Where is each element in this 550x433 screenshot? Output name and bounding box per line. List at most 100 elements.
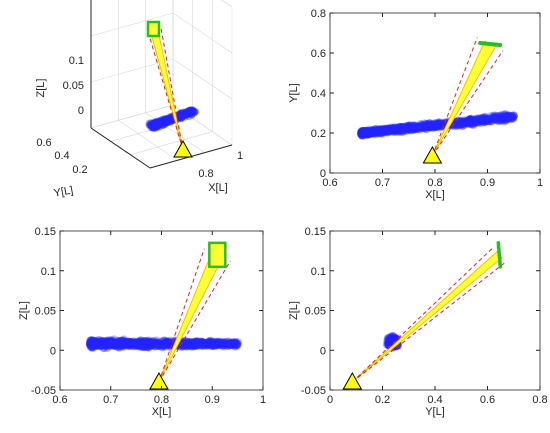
data-point xyxy=(124,339,134,348)
data-point xyxy=(163,118,172,126)
data-point xyxy=(190,339,200,349)
data-point xyxy=(119,338,129,348)
data-point xyxy=(161,116,169,125)
data-point xyxy=(188,108,196,116)
data-point xyxy=(180,111,188,119)
data-point xyxy=(499,114,509,124)
data-point xyxy=(157,120,165,128)
data-point xyxy=(457,117,467,127)
data-point xyxy=(413,122,423,132)
ray-line xyxy=(158,260,231,383)
data-point xyxy=(500,110,510,120)
data-point xyxy=(96,337,106,347)
data-point xyxy=(153,338,163,348)
data-point xyxy=(401,122,411,132)
data-point xyxy=(495,113,505,123)
data-point xyxy=(111,340,120,349)
data-point xyxy=(159,341,169,350)
data-point xyxy=(150,122,158,131)
data-point xyxy=(229,339,239,349)
data-point xyxy=(423,121,433,131)
data-point xyxy=(470,117,479,127)
data-point xyxy=(120,340,130,350)
data-point xyxy=(157,342,167,352)
data-point xyxy=(133,338,143,348)
data-point xyxy=(149,120,157,129)
data-point xyxy=(395,125,405,135)
data-point xyxy=(114,337,124,346)
data-point xyxy=(92,339,101,349)
data-point xyxy=(205,337,215,347)
data-point xyxy=(216,340,225,349)
data-point xyxy=(466,117,476,126)
data-point xyxy=(109,335,119,345)
data-point xyxy=(165,115,173,123)
ray-line xyxy=(352,261,506,383)
data-point xyxy=(435,119,445,129)
data-point xyxy=(374,125,383,135)
data-point xyxy=(159,340,168,350)
data-point xyxy=(486,111,496,121)
data-point xyxy=(141,337,150,347)
data-point xyxy=(401,124,411,133)
data-point xyxy=(163,119,172,127)
data-point xyxy=(390,125,400,135)
data-point xyxy=(92,338,102,348)
z-tick-label: 0.1 xyxy=(69,55,84,67)
data-point xyxy=(390,334,399,343)
data-point xyxy=(166,117,174,125)
data-point xyxy=(108,336,118,346)
data-point xyxy=(463,117,472,126)
data-point xyxy=(106,338,116,348)
data-point xyxy=(178,112,186,120)
data-point xyxy=(405,124,415,134)
data-point xyxy=(387,337,397,346)
y-tick-label: 0.8 xyxy=(311,8,326,20)
data-point xyxy=(400,122,410,132)
data-point xyxy=(379,125,388,135)
data-point xyxy=(370,127,380,136)
data-point xyxy=(189,340,199,349)
data-point xyxy=(368,126,378,136)
data-point xyxy=(418,122,428,132)
data-point xyxy=(375,126,385,136)
data-point xyxy=(404,123,414,132)
data-point xyxy=(110,338,120,348)
x-tick-label: 0.8 xyxy=(427,177,442,189)
data-point xyxy=(92,340,102,350)
data-point xyxy=(415,122,424,132)
data-point xyxy=(154,118,162,127)
data-point xyxy=(164,116,172,125)
data-point xyxy=(164,116,172,124)
data-point xyxy=(160,336,170,346)
data-point xyxy=(113,336,123,346)
data-point xyxy=(128,338,137,348)
data-point xyxy=(474,117,483,127)
data-point xyxy=(90,341,100,351)
data-point xyxy=(105,341,115,350)
data-point xyxy=(203,338,213,348)
data-point xyxy=(404,122,413,132)
data-point xyxy=(462,118,472,128)
data-point xyxy=(486,116,496,126)
data-point xyxy=(382,126,392,136)
data-point xyxy=(207,338,217,347)
data-point xyxy=(409,121,419,131)
data-point xyxy=(409,123,419,133)
data-point xyxy=(125,339,134,348)
data-point xyxy=(90,337,100,347)
data-point xyxy=(186,340,196,349)
data-point xyxy=(158,116,166,125)
data-point xyxy=(203,340,212,350)
data-point xyxy=(451,119,461,129)
data-point xyxy=(452,120,462,130)
data-point xyxy=(503,113,513,123)
y-tick-label: 0 xyxy=(320,345,326,357)
data-point xyxy=(119,336,129,346)
data-point xyxy=(503,111,513,121)
data-point xyxy=(363,128,373,138)
data-point xyxy=(380,127,390,136)
data-point xyxy=(432,121,442,131)
data-point xyxy=(378,126,387,136)
